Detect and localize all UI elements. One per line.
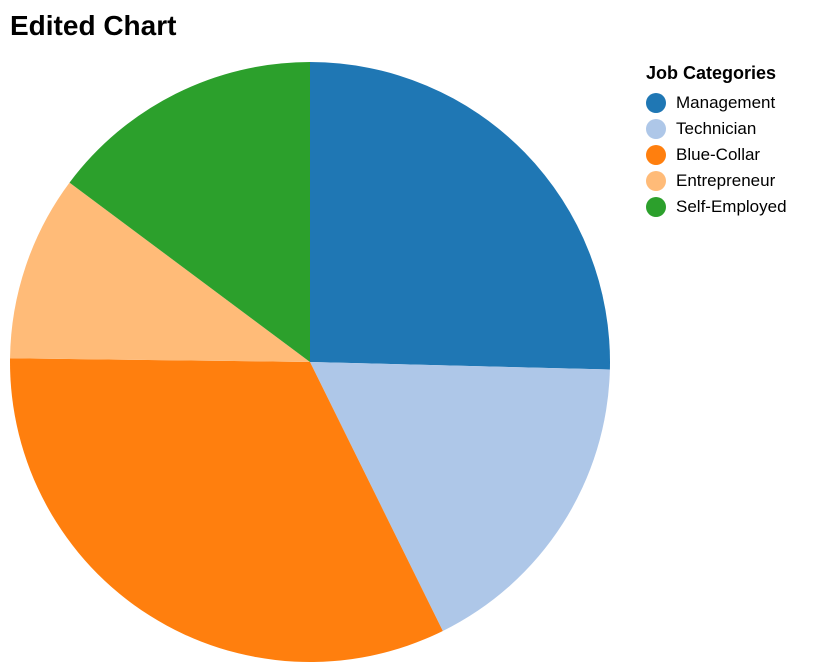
pie-slice-self-employed bbox=[69, 62, 310, 362]
pie-slice-blue-collar bbox=[10, 358, 443, 662]
pie-slices bbox=[10, 62, 610, 662]
legend-swatch bbox=[646, 197, 666, 217]
legend-label: Entrepreneur bbox=[676, 171, 776, 190]
legend-item-technician: Technician bbox=[646, 116, 816, 142]
legend-label: Blue-Collar bbox=[676, 145, 761, 164]
pie-slice-entrepreneur bbox=[10, 182, 311, 362]
legend-item-self-employed: Self-Employed bbox=[646, 194, 816, 220]
chart-title: Edited Chart bbox=[10, 10, 177, 41]
pie-slice-technician bbox=[310, 362, 610, 631]
legend-items: Management Technician Blue-Collar Entrepren… bbox=[646, 90, 816, 220]
legend-label: Self-Employed bbox=[676, 197, 787, 216]
legend: Job Categories Management Technician Blue-… bbox=[646, 60, 816, 220]
legend-label: Management bbox=[676, 93, 776, 112]
legend-title: Job Categories bbox=[646, 63, 777, 83]
legend-swatch bbox=[646, 119, 666, 139]
legend-item-entrepreneur: Entrepreneur bbox=[646, 168, 816, 194]
legend-swatch bbox=[646, 171, 666, 191]
legend-item-management: Management bbox=[646, 90, 816, 116]
legend-swatch bbox=[646, 93, 666, 113]
legend-swatch bbox=[646, 145, 666, 165]
legend-label: Technician bbox=[676, 119, 757, 138]
pie-slice-management bbox=[310, 62, 610, 370]
legend-item-blue-collar: Blue-Collar bbox=[646, 142, 816, 168]
